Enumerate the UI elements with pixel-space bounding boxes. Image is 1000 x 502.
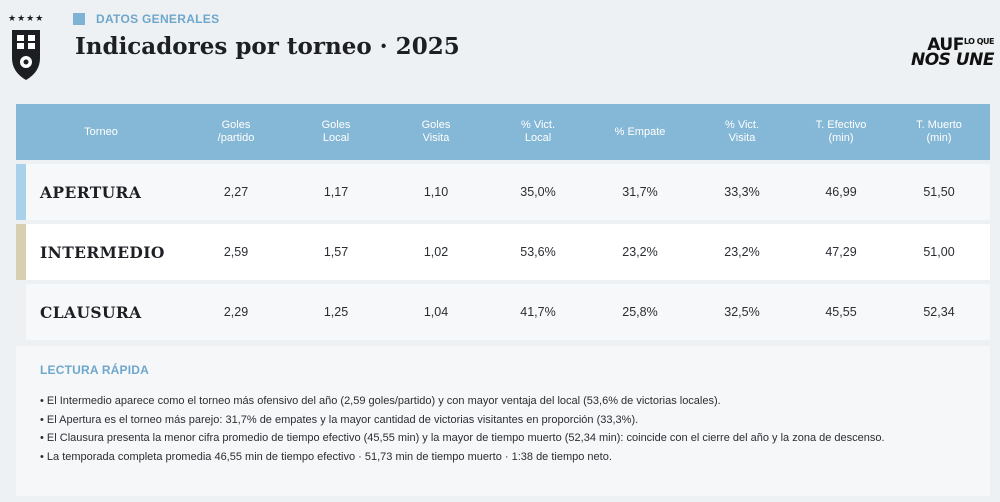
section-tag-square (73, 13, 85, 25)
section-tag: DATOS GENERALES (73, 12, 219, 26)
shield-icon (12, 30, 40, 80)
quick-reading-panel: LECTURA RÁPIDA • El Intermedio aparece c… (16, 346, 990, 496)
column-header-line: Visita (422, 132, 450, 144)
tournament-name: APERTURA (40, 182, 142, 202)
table-cell: 1,57 (323, 245, 349, 259)
column-header-line: (min) (926, 132, 952, 144)
column-header: T. Efectivo (min) (794, 119, 888, 145)
tournament-name: CLAUSURA (40, 302, 142, 322)
table-cell: 2,59 (223, 245, 249, 259)
column-header-line: Local (322, 132, 350, 144)
row-accent-bar (16, 164, 26, 220)
table-cell: 41,7% (520, 305, 556, 319)
brand-line2: NOS UNE (911, 50, 995, 71)
column-header: % Empate (590, 126, 690, 139)
column-header-line: % Vict. (724, 119, 760, 131)
quick-reading-list: • El Intermedio aparece como el torneo m… (40, 392, 960, 466)
list-item: • El Intermedio aparece como el torneo m… (40, 395, 721, 407)
table-cell: 45,55 (825, 305, 857, 319)
table-cell: 2,27 (223, 185, 249, 199)
table-cell: 51,50 (923, 185, 955, 199)
table-cell: 35,0% (520, 185, 556, 199)
tournament-name: INTERMEDIO (40, 242, 165, 262)
table-body: APERTURA 2,27 1,17 1,10 35,0% 31,7% 33,3% 46,99… (16, 164, 990, 340)
table-cell: 23,2% (622, 245, 658, 259)
row-accent-bar (16, 224, 26, 280)
brand-line1: AUF (927, 35, 964, 55)
table-cell: 46,99 (825, 185, 857, 199)
table-cell: 47,29 (825, 245, 857, 259)
column-header-line: /partido (217, 132, 255, 144)
table-cell: 1,17 (323, 185, 349, 199)
column-header: Goles/partido (186, 119, 286, 145)
table-cell: 2,29 (223, 305, 249, 319)
table-cell: 1,10 (423, 185, 449, 199)
column-header-line: % Empate (614, 125, 666, 138)
table-cell: 32,5% (724, 305, 760, 319)
table-cell: 33,3% (724, 185, 760, 199)
table-cell: 53,6% (520, 245, 556, 259)
crest-stars: ★★★★ (8, 14, 45, 24)
column-header: Goles Visita (386, 119, 486, 145)
indicators-table: Torneo Goles/partido Goles Local Goles Visita… (16, 104, 990, 340)
table-cell: 1,25 (323, 305, 349, 319)
column-header-line: Goles (321, 119, 351, 131)
table-row: CLAUSURA 2,29 1,25 1,04 41,7% 25,8% 32,5% 45,55… (16, 284, 990, 340)
column-header-line: Torneo (84, 125, 118, 138)
column-header-line: % Vict. (520, 119, 556, 131)
column-header-line: Goles (221, 119, 251, 131)
auf-crest: ★★★★ (8, 14, 52, 84)
row-accent-bar (16, 284, 26, 340)
table-cell: 52,34 (923, 305, 955, 319)
column-header: % Vict. Local (486, 119, 590, 145)
brand-logo: AUFLO QUE NOS UNE (911, 35, 995, 71)
column-header: T. Muerto (min) (888, 119, 990, 145)
list-item: • El Apertura es el torneo más parejo: 3… (40, 413, 639, 426)
page-title: Indicadores por torneo · 2025 (75, 33, 460, 60)
section-tag-label: DATOS GENERALES (96, 12, 220, 26)
quick-reading-title: LECTURA RÁPIDA (40, 363, 150, 377)
column-header-line: T. Muerto (916, 119, 962, 131)
column-header-line: (min) (828, 132, 854, 144)
table-cell: 1,02 (423, 245, 449, 259)
table-cell: 23,2% (724, 245, 760, 259)
table-header: Torneo Goles/partido Goles Local Goles Visita… (16, 104, 990, 160)
table-cell: 1,04 (423, 305, 449, 319)
list-item: • El Clausura presenta la menor cifra pr… (40, 432, 885, 444)
table-row: INTERMEDIO 2,59 1,57 1,02 53,6% 23,2% 23,2% 47,… (16, 224, 990, 280)
table-cell: 25,8% (622, 305, 658, 319)
column-header-line: Visita (728, 132, 756, 144)
brand-line1-small: LO QUE (963, 37, 995, 46)
list-item: • La temporada completa promedia 46,55 m… (40, 450, 612, 463)
column-header-line: Local (524, 132, 552, 144)
table-row: APERTURA 2,27 1,17 1,10 35,0% 31,7% 33,3% 46,99… (16, 164, 990, 220)
column-header-line: Goles (421, 119, 451, 131)
table-cell: 51,00 (923, 245, 955, 259)
column-header-line: T. Efectivo (815, 119, 867, 131)
table-cell: 31,7% (622, 185, 658, 199)
column-header: % Vict. Visita (690, 119, 794, 145)
column-header: Torneo (16, 126, 186, 139)
column-header: Goles Local (286, 119, 386, 145)
